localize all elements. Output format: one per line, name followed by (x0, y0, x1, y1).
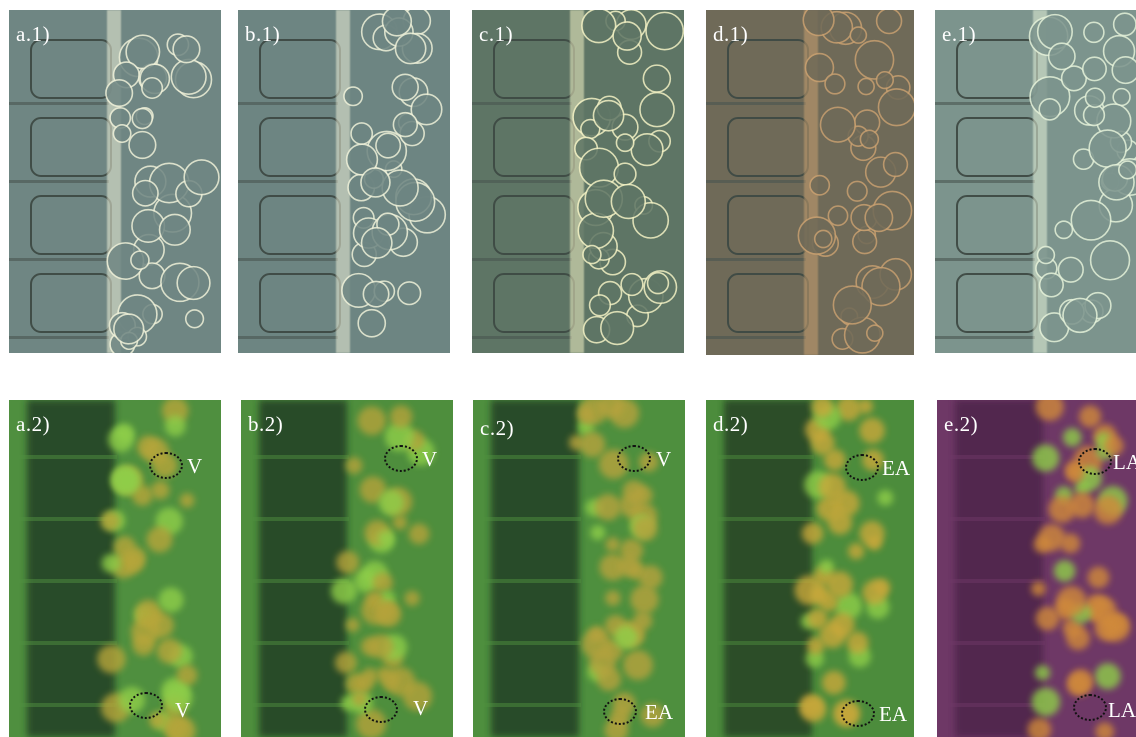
annotation-circle (617, 445, 651, 472)
micrograph-e2 (937, 400, 1136, 737)
micrograph-a2 (9, 400, 221, 737)
annotation-label: EA (882, 456, 910, 480)
panel-a1: a.1) (9, 10, 221, 353)
annotation-circle (841, 700, 875, 727)
annotation-label: LA (1113, 450, 1136, 474)
panel-label-c2: c.2) (480, 416, 515, 440)
panel-label-a1: a.1) (16, 22, 51, 46)
panel-d1: d.1) (706, 10, 914, 355)
panel-e1: e.1) (935, 10, 1136, 353)
annotation-label: V (175, 698, 191, 722)
panel-label-b1: b.1) (245, 22, 281, 46)
annotation-label: EA (645, 700, 673, 724)
panel-label-a2: a.2) (16, 412, 51, 436)
annotation-circle (845, 454, 879, 481)
micrograph-d1 (706, 10, 914, 355)
annotation-label: EA (879, 702, 907, 726)
micrograph-c1 (472, 10, 684, 353)
panel-label-e2: e.2) (944, 412, 979, 436)
panel-c2: c.2) V EA (473, 400, 685, 737)
annotation-label: V (422, 447, 438, 471)
panel-b1: b.1) (238, 10, 450, 353)
annotation-circle (364, 696, 398, 723)
panel-c1: c.1) (472, 10, 684, 353)
panel-label-e1: e.1) (942, 22, 977, 46)
micrograph-e1 (935, 10, 1136, 353)
panel-d2: d.2) EA EA (706, 400, 914, 737)
micrograph-a1 (9, 10, 221, 353)
annotation-circle (1078, 448, 1112, 475)
annotation-circle (603, 698, 637, 725)
annotation-label: LA (1108, 698, 1136, 722)
micrograph-b1 (238, 10, 450, 353)
annotation-circle (129, 692, 163, 719)
annotation-circle (1073, 694, 1107, 721)
annotation-label: V (187, 454, 203, 478)
panel-e2: e.2) LA LA (937, 400, 1136, 737)
panel-label-d2: d.2) (713, 412, 749, 436)
micrograph-d2 (706, 400, 914, 737)
panel-b2: b.2) V V (241, 400, 453, 737)
annotation-label: V (656, 447, 672, 471)
panel-label-d1: d.1) (713, 22, 749, 46)
panel-label-c1: c.1) (479, 22, 514, 46)
panel-label-b2: b.2) (248, 412, 284, 436)
annotation-label: V (413, 696, 429, 720)
annotation-circle (384, 445, 418, 472)
micrograph-c2 (473, 400, 685, 737)
annotation-circle (149, 452, 183, 479)
panel-a2: a.2) V V (9, 400, 221, 737)
